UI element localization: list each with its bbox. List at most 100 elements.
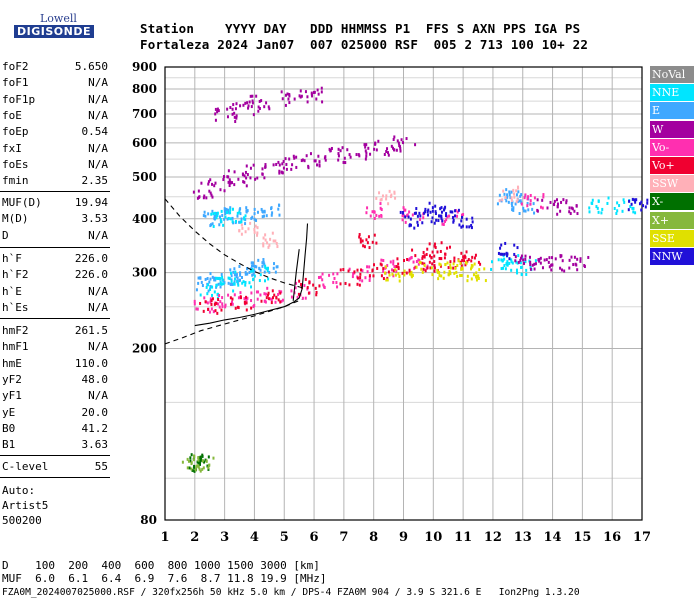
echo-point xyxy=(309,152,312,156)
echo-point xyxy=(253,217,256,221)
echo-point xyxy=(351,275,354,279)
echo-point xyxy=(387,270,390,274)
echo-point xyxy=(385,150,388,154)
echo-point xyxy=(212,212,215,216)
echo-point xyxy=(501,258,504,262)
echo-point xyxy=(393,190,396,194)
echo-point xyxy=(385,194,388,198)
echo-point xyxy=(246,101,249,105)
echo-point xyxy=(321,278,324,282)
x-tick-label: 14 xyxy=(544,530,562,545)
echo-point xyxy=(315,293,318,297)
echo-point xyxy=(247,227,250,231)
param-value: N/A xyxy=(88,76,108,90)
echo-point xyxy=(291,163,294,167)
echo-point xyxy=(439,207,442,211)
echo-point xyxy=(460,219,463,223)
echo-point xyxy=(429,210,432,214)
echo-point xyxy=(272,163,275,167)
echo-point xyxy=(256,176,259,180)
echo-point xyxy=(265,267,268,271)
echo-point xyxy=(242,103,245,107)
echo-point xyxy=(460,264,463,268)
param-row: M(D) 3.53 xyxy=(2,212,108,226)
echo-point xyxy=(281,171,284,175)
param-value: 2.35 xyxy=(81,174,109,188)
echo-point xyxy=(411,248,414,252)
echo-point xyxy=(250,261,253,265)
echo-point xyxy=(565,199,568,203)
echo-point xyxy=(356,268,359,272)
echo-point xyxy=(276,245,279,249)
param-row: hmF2 261.5 xyxy=(2,324,108,338)
echo-point xyxy=(392,259,395,263)
echo-point xyxy=(410,256,413,260)
echo-point xyxy=(238,220,241,224)
echo-point xyxy=(560,254,563,258)
echo-point xyxy=(215,214,218,218)
echo-point xyxy=(379,206,382,210)
echo-point xyxy=(260,299,263,303)
echo-point xyxy=(197,461,200,465)
echo-point xyxy=(517,190,520,194)
param-value: N/A xyxy=(88,92,108,106)
echo-point xyxy=(386,264,389,268)
echo-point xyxy=(533,196,536,200)
echo-point xyxy=(553,203,556,207)
echo-point xyxy=(565,201,568,205)
echo-point xyxy=(462,213,465,217)
echo-point xyxy=(349,155,352,159)
echo-point xyxy=(207,466,210,470)
echo-point xyxy=(399,210,402,214)
echo-point xyxy=(227,208,230,212)
echo-point xyxy=(587,255,590,259)
echo-point xyxy=(252,261,255,265)
echo-point xyxy=(405,137,408,141)
param-value: 110.0 xyxy=(74,356,108,370)
param-value: 3.53 xyxy=(81,212,109,226)
echo-point xyxy=(213,276,216,280)
echo-point xyxy=(270,213,273,217)
echo-point xyxy=(541,198,544,202)
echo-point xyxy=(388,189,391,193)
echo-point xyxy=(240,232,243,236)
echo-point xyxy=(339,282,342,286)
echo-point xyxy=(213,184,216,188)
echo-point xyxy=(527,195,530,199)
param-name: hmE xyxy=(2,356,22,370)
echo-point xyxy=(366,265,369,269)
echo-point xyxy=(267,245,270,249)
echo-point xyxy=(430,220,433,224)
echo-point xyxy=(210,307,213,311)
echo-point xyxy=(426,210,429,214)
echo-point xyxy=(380,213,383,217)
echo-point xyxy=(545,258,548,262)
echo-point xyxy=(646,198,649,202)
echo-point xyxy=(506,260,509,264)
echo-point xyxy=(533,211,536,215)
param-name: B0 xyxy=(2,421,16,435)
echo-point xyxy=(531,263,534,267)
echo-point xyxy=(235,116,238,120)
echo-point xyxy=(263,176,266,180)
echo-point xyxy=(366,241,369,245)
echo-point xyxy=(513,195,516,199)
echo-point xyxy=(218,276,221,280)
echo-point xyxy=(437,277,440,281)
echo-point xyxy=(631,206,634,210)
echo-point xyxy=(465,225,468,229)
echo-point xyxy=(290,295,293,299)
echo-point xyxy=(386,147,389,151)
echo-point xyxy=(238,210,241,214)
param-row: h`E N/A xyxy=(2,285,108,299)
echo-point xyxy=(503,192,506,196)
echo-point xyxy=(261,261,264,265)
echo-point xyxy=(195,288,198,292)
echo-point xyxy=(516,200,519,204)
echo-point xyxy=(209,297,212,301)
echo-point xyxy=(394,268,397,272)
echo-point xyxy=(365,154,368,158)
echo-point xyxy=(298,279,301,283)
echo-point xyxy=(529,193,532,197)
echo-point xyxy=(458,223,461,227)
